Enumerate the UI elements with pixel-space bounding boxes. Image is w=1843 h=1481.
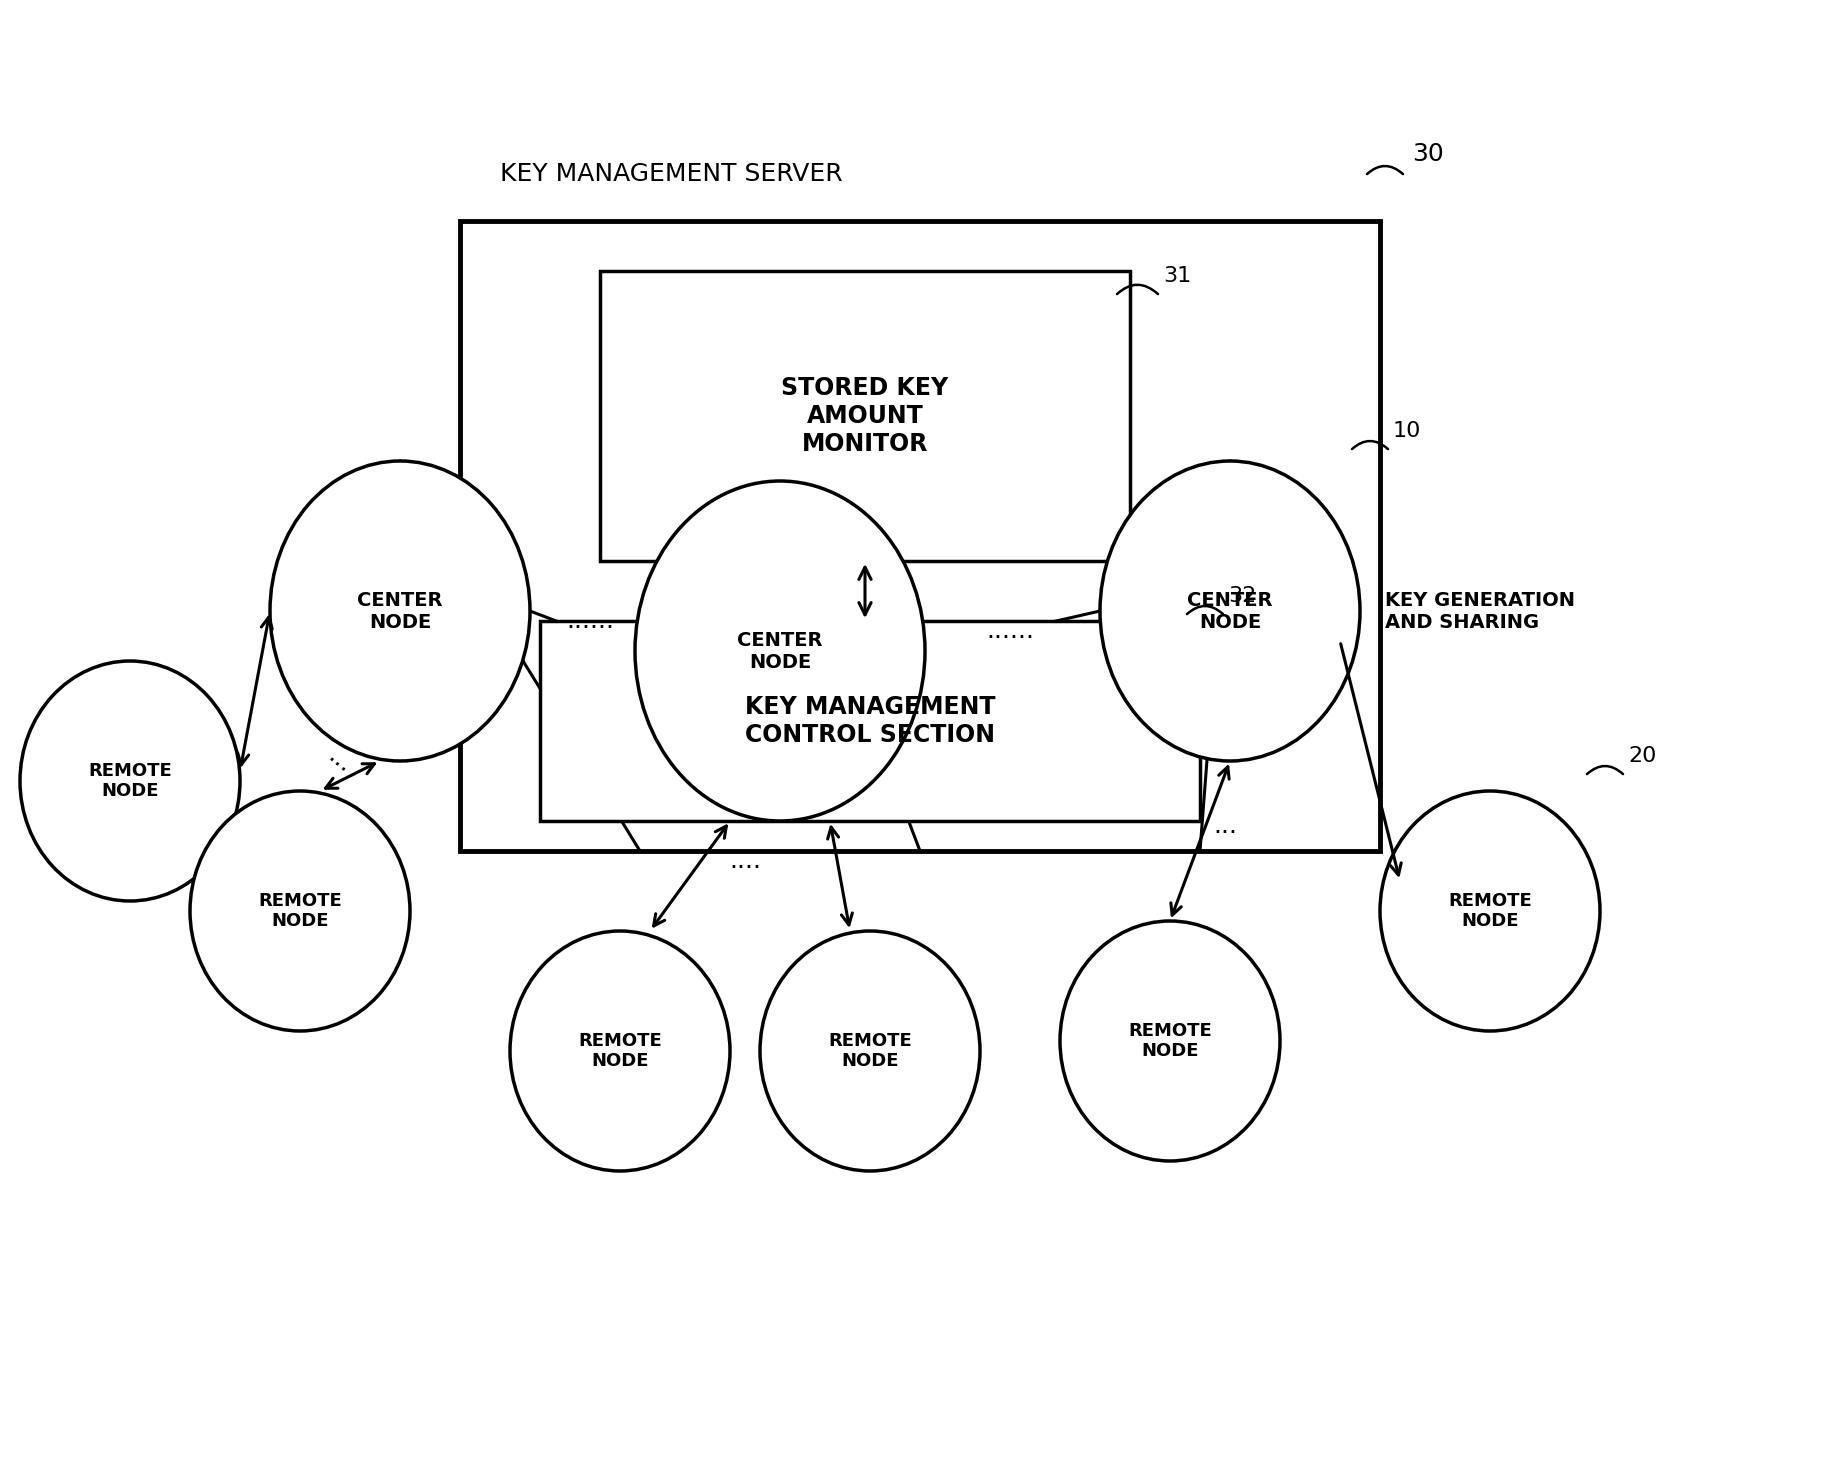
Text: REMOTE
NODE: REMOTE NODE bbox=[1449, 892, 1532, 930]
Text: REMOTE
NODE: REMOTE NODE bbox=[579, 1032, 662, 1071]
Text: CENTER
NODE: CENTER NODE bbox=[1187, 591, 1274, 631]
Text: KEY MANAGEMENT
CONTROL SECTION: KEY MANAGEMENT CONTROL SECTION bbox=[745, 695, 995, 746]
Text: 20: 20 bbox=[1627, 746, 1657, 766]
Ellipse shape bbox=[1380, 791, 1600, 1031]
Bar bbox=[540, 621, 1200, 820]
Text: 31: 31 bbox=[1163, 267, 1191, 286]
Ellipse shape bbox=[511, 932, 730, 1171]
Text: 30: 30 bbox=[1412, 142, 1443, 166]
Text: ....: .... bbox=[730, 849, 761, 872]
Text: REMOTE
NODE: REMOTE NODE bbox=[828, 1032, 912, 1071]
Text: REMOTE
NODE: REMOTE NODE bbox=[1128, 1022, 1213, 1060]
Ellipse shape bbox=[1100, 461, 1360, 761]
Text: ...: ... bbox=[323, 743, 358, 778]
Text: ......: ...... bbox=[566, 609, 614, 632]
Bar bbox=[601, 271, 1130, 561]
Bar bbox=[461, 221, 1380, 852]
Text: KEY GENERATION
AND SHARING: KEY GENERATION AND SHARING bbox=[1384, 591, 1576, 631]
Ellipse shape bbox=[271, 461, 531, 761]
Text: REMOTE
NODE: REMOTE NODE bbox=[258, 892, 341, 930]
Text: ......: ...... bbox=[986, 619, 1034, 643]
Ellipse shape bbox=[1060, 921, 1281, 1161]
Text: 32: 32 bbox=[1227, 586, 1257, 606]
Ellipse shape bbox=[20, 661, 240, 900]
Ellipse shape bbox=[190, 791, 409, 1031]
Text: STORED KEY
AMOUNT
MONITOR: STORED KEY AMOUNT MONITOR bbox=[781, 376, 949, 456]
Text: KEY MANAGEMENT SERVER: KEY MANAGEMENT SERVER bbox=[499, 161, 842, 187]
Text: CENTER
NODE: CENTER NODE bbox=[358, 591, 442, 631]
Text: 10: 10 bbox=[1393, 421, 1421, 441]
Text: CENTER
NODE: CENTER NODE bbox=[737, 631, 822, 671]
Ellipse shape bbox=[759, 932, 980, 1171]
Text: ...: ... bbox=[1213, 815, 1237, 838]
Text: REMOTE
NODE: REMOTE NODE bbox=[88, 761, 171, 800]
Ellipse shape bbox=[636, 481, 925, 820]
